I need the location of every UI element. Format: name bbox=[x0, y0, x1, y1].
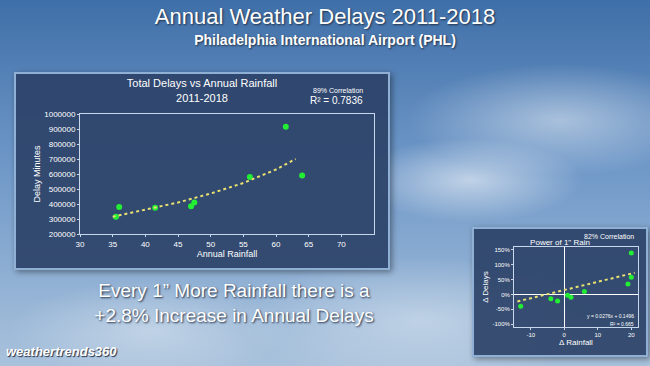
html-text:Every 1” More Rainfall there i: Every 1” More Rainfall there is a bbox=[98, 280, 370, 301]
svg-text:-10: -10 bbox=[526, 332, 535, 338]
svg-text:60: 60 bbox=[272, 240, 281, 249]
svg-text:35: 35 bbox=[108, 240, 117, 249]
svg-text:800000: 800000 bbox=[49, 140, 76, 149]
svg-text:Total Delays vs Annual Rainfal: Total Delays vs Annual Rainfall2011-2018 bbox=[127, 77, 277, 103]
svg-text:50: 50 bbox=[206, 240, 215, 249]
svg-text:10: 10 bbox=[594, 332, 601, 338]
svg-text:R² = 0.7836: R² = 0.7836 bbox=[310, 95, 363, 106]
svg-text:20: 20 bbox=[628, 332, 635, 338]
svg-text:0%: 0% bbox=[501, 292, 510, 298]
svg-text:300000: 300000 bbox=[49, 215, 76, 224]
svg-text:400000: 400000 bbox=[49, 200, 76, 209]
html-text:Annual Weather Delays 2011-201: Annual Weather Delays 2011-2018 bbox=[154, 4, 496, 29]
svg-text:Δ Rainfall: Δ Rainfall bbox=[559, 338, 593, 347]
svg-text:150%: 150% bbox=[494, 247, 510, 253]
svg-text:89% Correlation: 89% Correlation bbox=[313, 87, 363, 94]
svg-text:700000: 700000 bbox=[49, 155, 76, 164]
svg-text:1000000: 1000000 bbox=[44, 110, 76, 119]
svg-text:200000: 200000 bbox=[49, 230, 76, 239]
svg-text:65: 65 bbox=[304, 240, 313, 249]
svg-text:30: 30 bbox=[76, 240, 85, 249]
svg-text:45: 45 bbox=[174, 240, 183, 249]
svg-text:R² = 0.665: R² = 0.665 bbox=[610, 321, 634, 327]
svg-text:82% Correlation: 82% Correlation bbox=[584, 233, 634, 240]
svg-text:y = 0.0276x + 0.1496: y = 0.0276x + 0.1496 bbox=[587, 313, 634, 319]
html-text:+2.8% Increase in Annual Delay: +2.8% Increase in Annual Delays bbox=[94, 305, 374, 326]
svg-text:0: 0 bbox=[563, 332, 567, 338]
svg-text:Delay Minutes: Delay Minutes bbox=[32, 145, 42, 203]
svg-text:55: 55 bbox=[239, 240, 248, 249]
svg-text:Power of 1" Rain: Power of 1" Rain bbox=[530, 238, 590, 247]
html-text:Philadelphia International Air: Philadelphia International Airport (PHL) bbox=[194, 32, 456, 48]
svg-text:-50%: -50% bbox=[496, 306, 511, 312]
svg-text:40: 40 bbox=[141, 240, 150, 249]
svg-text:600000: 600000 bbox=[49, 170, 76, 179]
svg-text:70: 70 bbox=[337, 240, 346, 249]
svg-text:50%: 50% bbox=[498, 277, 511, 283]
svg-text:Δ Delays: Δ Delays bbox=[481, 271, 490, 303]
svg-text:100%: 100% bbox=[494, 262, 510, 268]
svg-text:-100%: -100% bbox=[492, 321, 510, 327]
svg-text:900000: 900000 bbox=[49, 125, 76, 134]
svg-text:500000: 500000 bbox=[49, 185, 76, 194]
html-text:weathertrends360: weathertrends360 bbox=[6, 344, 117, 359]
svg-text:Annual Rainfall: Annual Rainfall bbox=[197, 249, 258, 259]
